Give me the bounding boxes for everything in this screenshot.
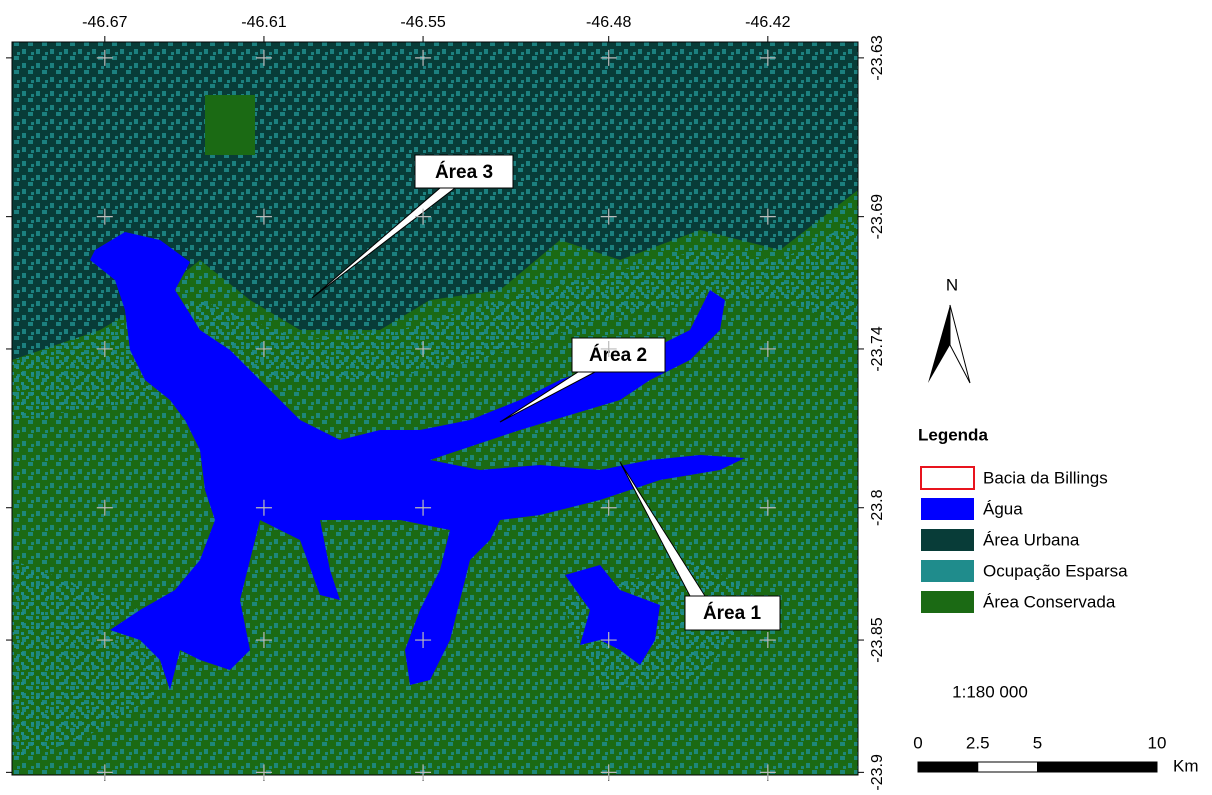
- legend-label: Água: [983, 499, 1023, 518]
- north-arrow: N: [928, 275, 971, 384]
- scale-tick-label: 5: [1033, 733, 1042, 752]
- graticule-cross: [96, 49, 113, 66]
- graticule-cross: [96, 632, 113, 649]
- scale-unit: Km: [1173, 756, 1199, 775]
- graticule-cross: [759, 208, 776, 225]
- scale-ratio: 1:180 000: [952, 682, 1028, 701]
- lon-tick-label: -46.61: [241, 14, 286, 31]
- lon-tick-label: -46.55: [400, 14, 445, 31]
- conserved-patch: [205, 95, 255, 155]
- graticule-cross: [415, 208, 432, 225]
- north-arrow-dark: [928, 305, 950, 383]
- callout-label: Área 3: [435, 161, 493, 183]
- lon-tick-label: -46.42: [745, 14, 790, 31]
- graticule-cross: [759, 340, 776, 357]
- legend-title: Legenda: [918, 425, 988, 444]
- legend-swatch: [920, 466, 975, 490]
- graticule-cross: [415, 340, 432, 357]
- graticule-cross: [96, 499, 113, 516]
- graticule-cross: [96, 208, 113, 225]
- north-label: N: [946, 275, 958, 294]
- scale-segment: [917, 761, 979, 773]
- map-area: [12, 42, 858, 775]
- graticule-cross: [96, 340, 113, 357]
- reservoir: [90, 232, 745, 690]
- legend-label: Área Conservada: [983, 592, 1116, 611]
- callout-box: [414, 154, 514, 189]
- graticule-cross: [255, 340, 272, 357]
- lon-tick-label: -46.67: [82, 14, 127, 31]
- legend-swatch: [921, 591, 974, 613]
- graticule-cross: [600, 340, 617, 357]
- sparse-band: [12, 560, 760, 760]
- lat-tick-label: -23.85: [869, 617, 886, 662]
- legend-label: Área Urbana: [983, 530, 1080, 549]
- callout-label: Área 1: [703, 602, 762, 624]
- graticule-cross: [415, 764, 432, 781]
- graticule-cross: [415, 499, 432, 516]
- graticule-cross: [415, 49, 432, 66]
- lat-tick-label: -23.74: [869, 326, 886, 371]
- legend-swatch: [921, 529, 974, 551]
- scale-segment: [977, 761, 1038, 773]
- lat-tick-label: -23.69: [869, 194, 886, 239]
- callout-area-3: Área 3: [311, 154, 514, 299]
- graticule-cross: [415, 632, 432, 649]
- callout-area-2: Área 2: [499, 337, 666, 423]
- lon-tick-label: -46.48: [586, 14, 631, 31]
- graticule-cross: [600, 764, 617, 781]
- scale-tick-label: 0: [913, 733, 922, 752]
- graticule-cross: [759, 632, 776, 649]
- legend-label: Bacia da Billings: [983, 468, 1108, 487]
- callout-box: [571, 337, 666, 373]
- graticule-cross: [600, 499, 617, 516]
- callout-label: Área 2: [589, 344, 647, 366]
- scale-tick-label: 10: [1148, 733, 1167, 752]
- graticule-cross: [255, 764, 272, 781]
- graticule-cross: [255, 208, 272, 225]
- graticule-cross: [255, 632, 272, 649]
- lat-tick-label: -23.9: [869, 754, 886, 790]
- legend-swatch: [921, 498, 974, 520]
- graticule-cross: [600, 49, 617, 66]
- scale-tick-label: 2.5: [966, 733, 990, 752]
- graticule-cross: [759, 49, 776, 66]
- callout-area-1: Área 1: [619, 461, 781, 631]
- graticule-cross: [600, 632, 617, 649]
- lat-tick-label: -23.8: [869, 489, 886, 526]
- north-arrow-light: [949, 304, 971, 384]
- map-frame: [11, 41, 859, 776]
- legend-swatch: [921, 560, 974, 582]
- lat-tick-label: -23.63: [869, 35, 886, 80]
- graticule-cross: [96, 764, 113, 781]
- callout-box: [684, 595, 781, 631]
- scale-segment: [1037, 761, 1158, 773]
- graticule-cross: [759, 764, 776, 781]
- graticule-cross: [759, 499, 776, 516]
- graticule-cross: [255, 499, 272, 516]
- graticule-cross: [600, 208, 617, 225]
- legend-label: Ocupação Esparsa: [983, 561, 1128, 580]
- graticule-cross: [255, 49, 272, 66]
